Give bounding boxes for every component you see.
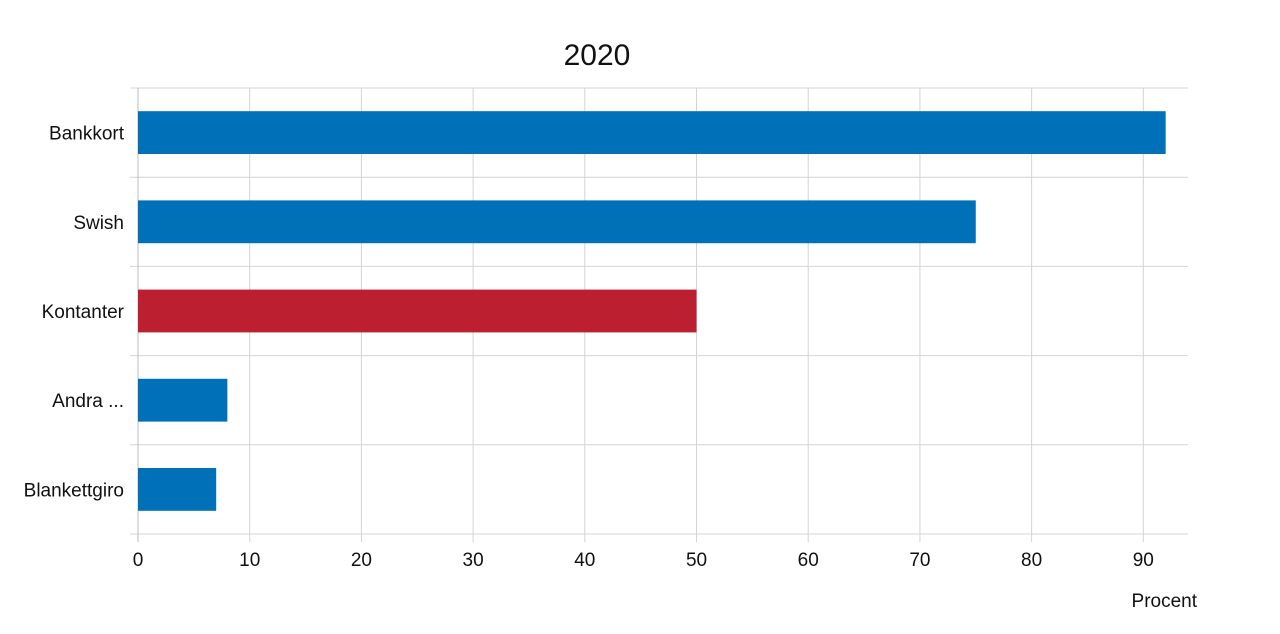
category-label: Blankettgiro — [24, 480, 124, 501]
bars — [138, 111, 1166, 511]
x-tick-label-80: 80 — [1021, 550, 1042, 571]
x-tick-labels: 0 10 20 30 40 50 60 70 80 90 — [133, 550, 1154, 571]
bar-swish — [138, 200, 976, 244]
x-tick-label-0: 0 — [133, 550, 144, 571]
category-labels: Bankkort Swish Kontanter Andra ... Blankettg… — [24, 124, 125, 502]
category-label: Bankkort — [49, 124, 125, 145]
x-tick-label-10: 10 — [239, 550, 260, 571]
x-axis-title: Procent — [1132, 591, 1198, 612]
bar-bankkort — [138, 111, 1166, 155]
chart-title: 2020 — [564, 39, 631, 72]
x-tick-label-90: 90 — [1133, 550, 1154, 571]
category-label: Kontanter — [42, 302, 125, 323]
x-tick-label-50: 50 — [686, 550, 707, 571]
x-tick-label-20: 20 — [351, 550, 372, 571]
x-tick-label-30: 30 — [463, 550, 484, 571]
category-label: Swish — [73, 213, 124, 234]
bar-andra — [138, 378, 228, 422]
x-tick-label-60: 60 — [798, 550, 819, 571]
bar-blankettgiro — [138, 467, 217, 511]
category-label: Andra ... — [52, 391, 124, 412]
bar-kontanter — [138, 289, 697, 333]
grid-lines — [130, 87, 1188, 542]
x-tick-label-70: 70 — [909, 550, 930, 571]
x-tick-label-40: 40 — [574, 550, 595, 571]
